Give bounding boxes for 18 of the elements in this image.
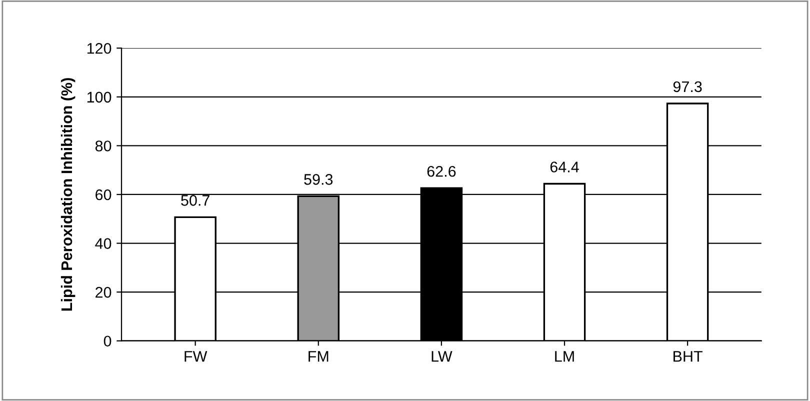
y-tick-label: 100 — [87, 92, 112, 103]
y-tick-label: 60 — [96, 189, 112, 200]
y-tick-label: 40 — [95, 238, 112, 249]
x-tick-label: LM — [555, 351, 574, 362]
x-tick-label: FW — [184, 351, 208, 362]
data-label: 59.3 — [304, 174, 333, 185]
y-tick-label: 120 — [87, 42, 112, 54]
data-label: 62.6 — [427, 166, 456, 177]
data-label: 97.3 — [673, 81, 702, 92]
y-axis-title: Lipid Peroxidation Inhibition (%) — [60, 78, 76, 311]
data-label: 50.7 — [181, 195, 210, 206]
y-tick-label: 20 — [96, 286, 112, 298]
y-tick-label: 80 — [95, 140, 112, 152]
x-tick-label: BHT — [674, 351, 702, 362]
x-tick-label: LW — [432, 351, 452, 362]
data-label: 64.4 — [550, 162, 579, 172]
y-tick-label: 0 — [104, 336, 112, 347]
x-tick-label: FM — [308, 351, 328, 362]
